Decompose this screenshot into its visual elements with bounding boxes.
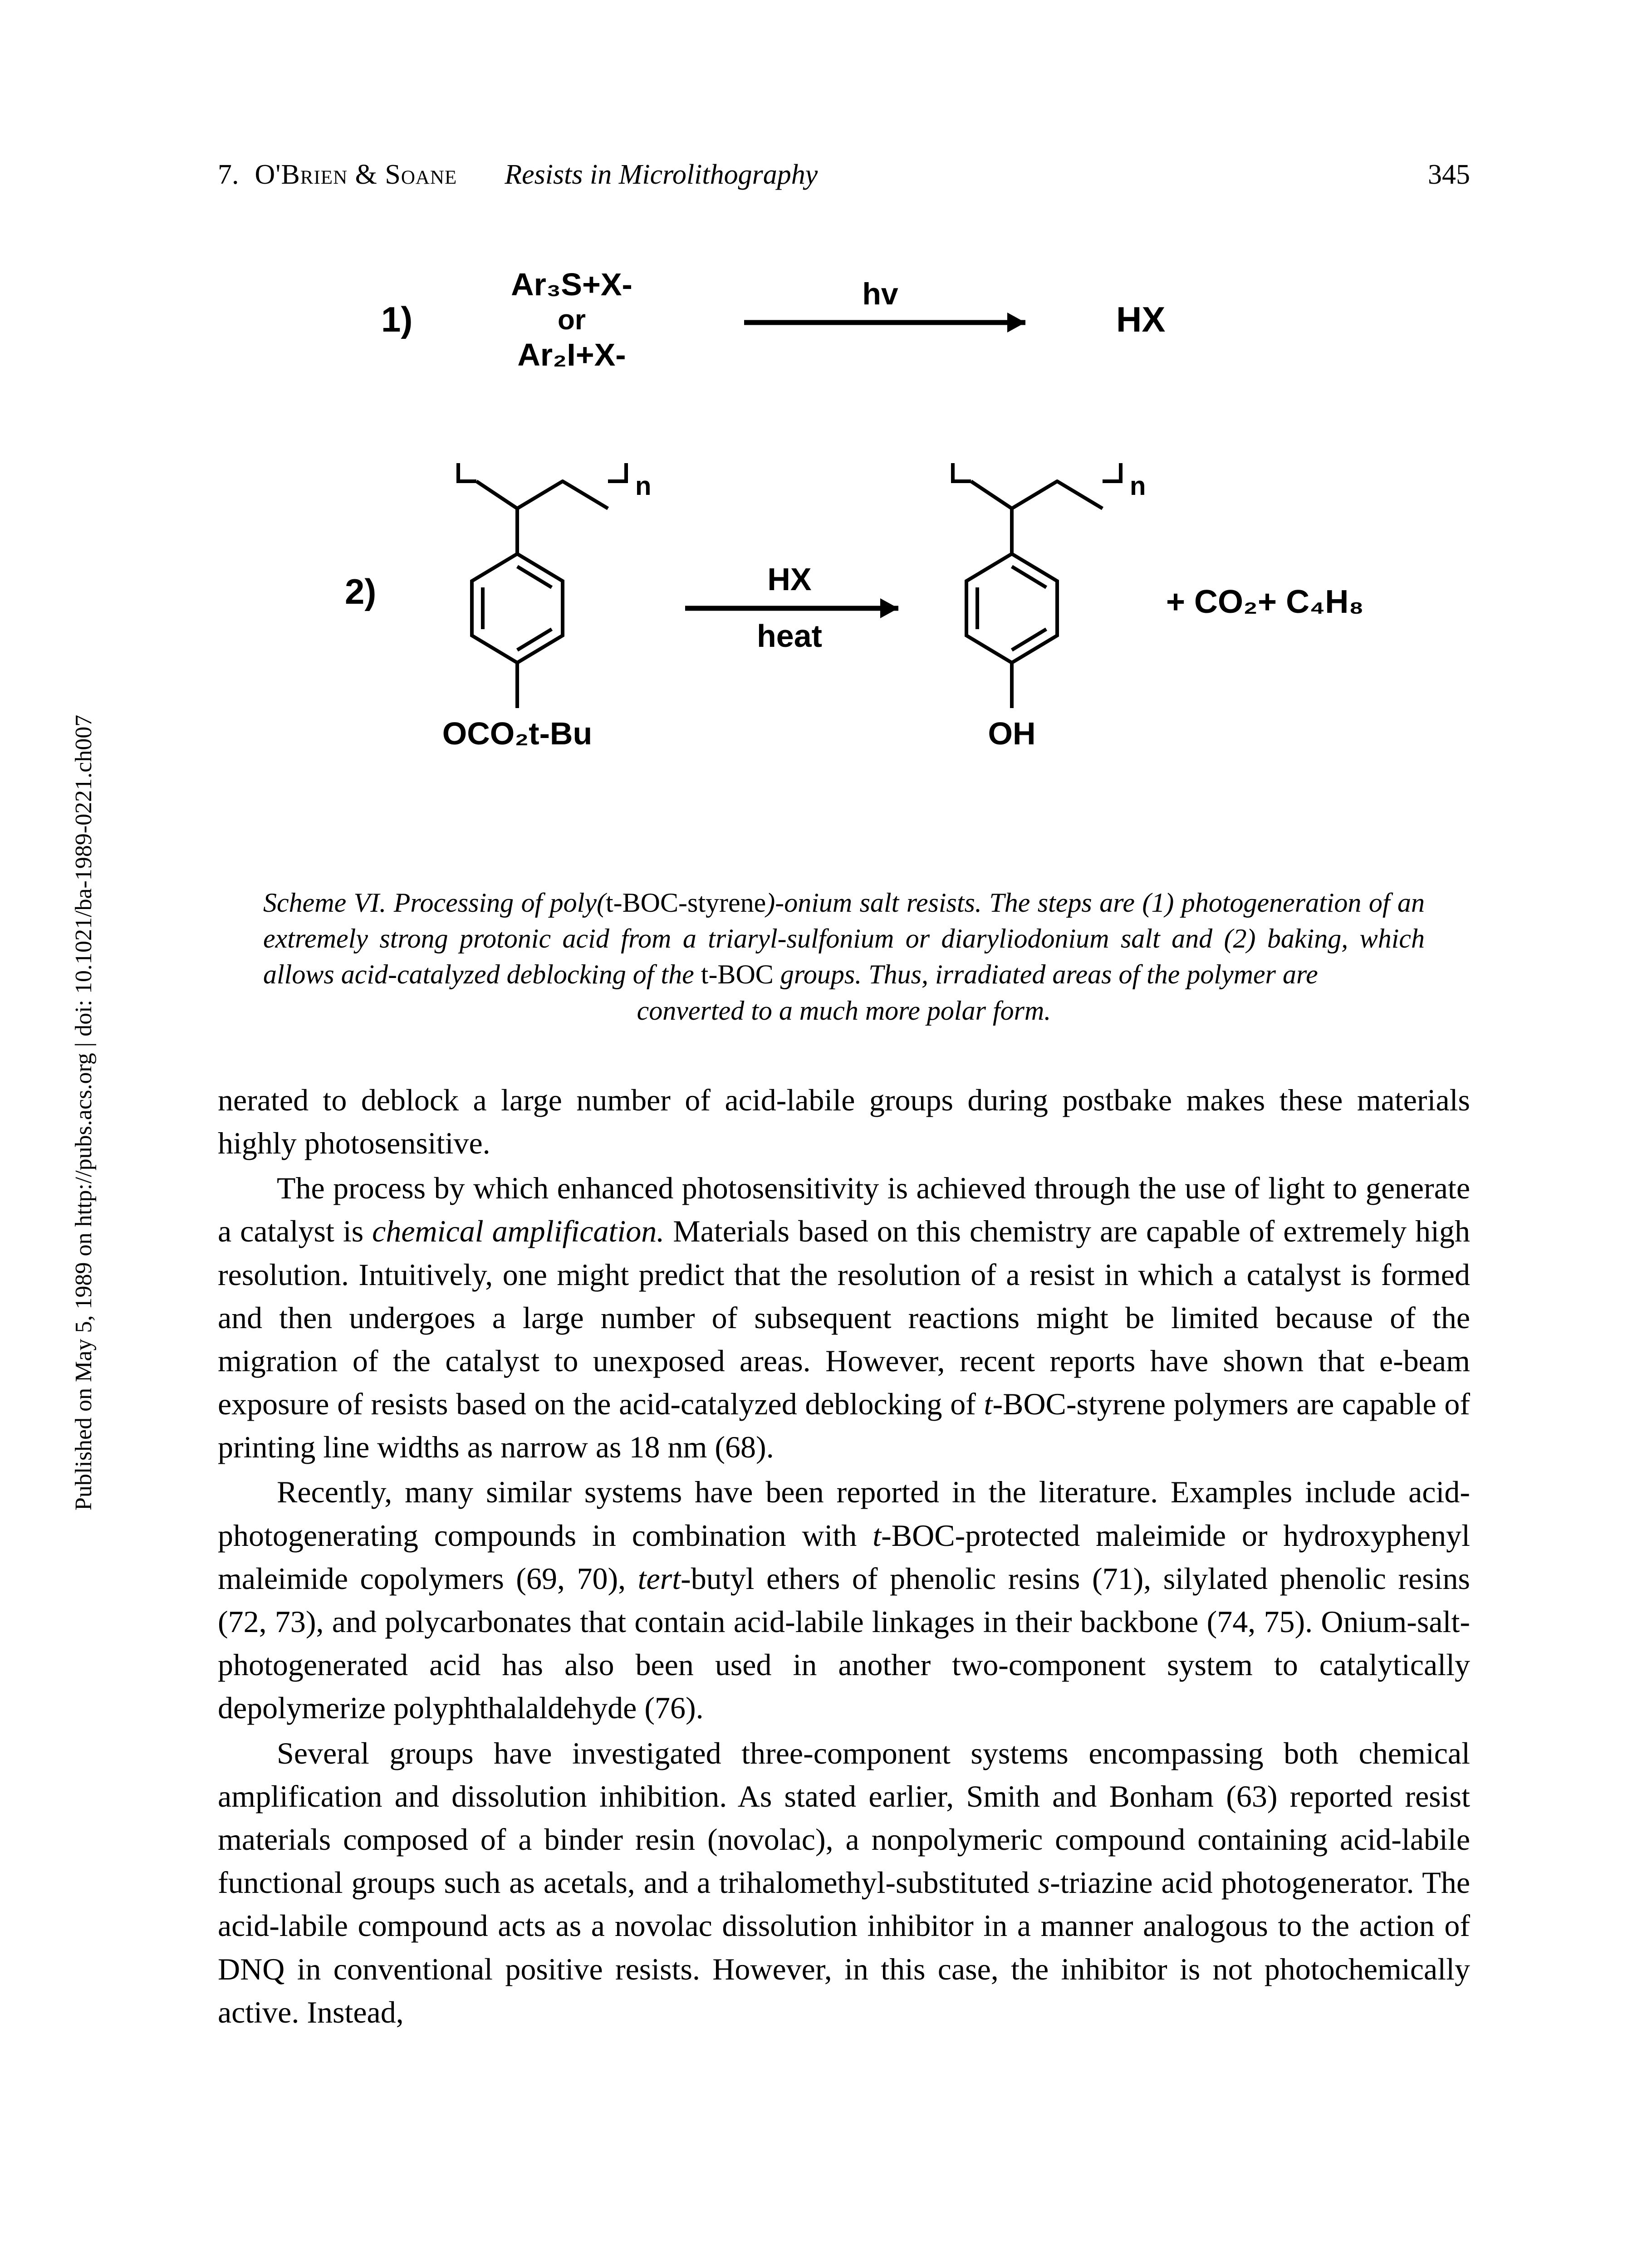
para-2: The process by which enhanced photosensi… bbox=[218, 1167, 1470, 1469]
p3d: tert bbox=[638, 1561, 681, 1596]
p4b: s bbox=[1038, 1865, 1050, 1900]
p2b: chemical amplification. bbox=[372, 1214, 664, 1248]
running-header: 7. O'Brien & Soane Resists in Microlitho… bbox=[218, 159, 1470, 191]
step1-product: HX bbox=[1116, 299, 1165, 339]
step2-label: 2) bbox=[345, 572, 376, 611]
header-authors: O'Brien & Soane bbox=[255, 159, 457, 191]
header-running-title: Resists in Microlithography bbox=[505, 159, 818, 191]
step2-arrow-top: HX bbox=[767, 562, 812, 597]
right-group: OH bbox=[988, 716, 1036, 751]
step2-arrow-head bbox=[880, 598, 898, 618]
right-polymer-n: n bbox=[1130, 471, 1146, 501]
left-polymer-n: n bbox=[635, 471, 651, 501]
body-text: nerated to deblock a large number of aci… bbox=[218, 1079, 1470, 2034]
step1-reagent-line2: or bbox=[558, 304, 586, 336]
caption-lead: Scheme VI. Processing of poly( bbox=[263, 888, 606, 918]
para-4: Several groups have investigated three-c… bbox=[218, 1732, 1470, 2034]
sidebar-citation: Published on May 5, 1989 on http://pubs.… bbox=[70, 715, 97, 1510]
para-3: Recently, many similar systems have been… bbox=[218, 1471, 1470, 1730]
page-number: 345 bbox=[1428, 159, 1470, 191]
sidebar-text: Published on May 5, 1989 on http://pubs.… bbox=[71, 715, 97, 1510]
step1-label: 1) bbox=[381, 299, 412, 339]
step1-arrow-head bbox=[1007, 313, 1025, 332]
caption-mid2: groups. Thus, irradiated areas of the po… bbox=[774, 959, 1318, 989]
scheme-svg: 1) Ar₃S+X- or Ar₂I+X- hv HX 2) bbox=[263, 241, 1425, 849]
step1-reagent-line3: Ar₂I+X- bbox=[517, 337, 626, 372]
step1-reagent-line1: Ar₃S+X- bbox=[511, 267, 632, 302]
step1-arrow-label: hv bbox=[862, 277, 898, 311]
right-polymer bbox=[953, 463, 1121, 708]
para-1-text: nerated to deblock a large number of aci… bbox=[218, 1083, 1470, 1160]
plus-products: + CO₂+ C₄H₈ bbox=[1166, 584, 1364, 620]
scheme-caption: Scheme VI. Processing of poly(t-BOC-styr… bbox=[263, 885, 1425, 1029]
p2d: t bbox=[984, 1387, 993, 1421]
caption-tboc: t-BOC-styrene bbox=[606, 888, 766, 918]
chapter-number: 7. bbox=[218, 159, 239, 191]
p3b: t bbox=[873, 1518, 881, 1553]
caption-last: converted to a much more polar form. bbox=[263, 993, 1425, 1029]
scheme-figure: 1) Ar₃S+X- or Ar₂I+X- hv HX 2) bbox=[263, 241, 1425, 849]
left-polymer bbox=[458, 463, 626, 708]
left-group: OCO₂t-Bu bbox=[442, 716, 592, 751]
para-1: nerated to deblock a large number of aci… bbox=[218, 1079, 1470, 1165]
caption-tboc2: t-BOC bbox=[701, 959, 774, 989]
step2-arrow-bottom: heat bbox=[757, 618, 822, 654]
